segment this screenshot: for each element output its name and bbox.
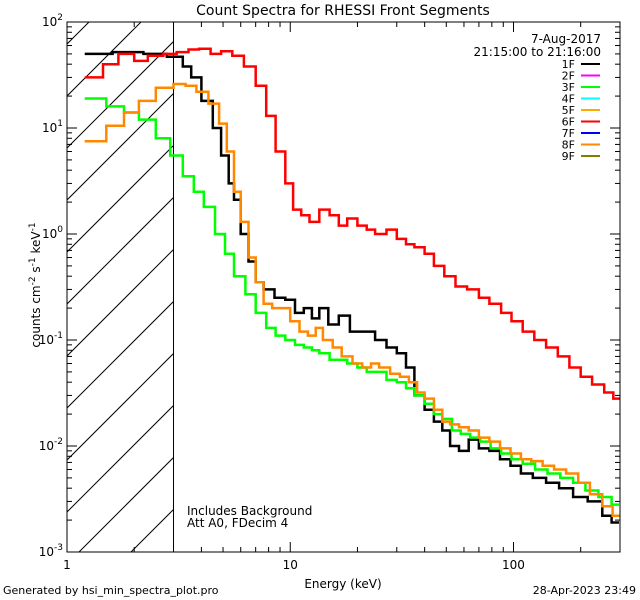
legend-label: 8F — [562, 139, 575, 152]
background-hatch-region — [67, 22, 174, 552]
y-tick-label: 100 — [42, 225, 63, 241]
y-tick-label: 10-3 — [39, 543, 63, 559]
time-range-label: 21:15:00 to 21:16:00 — [474, 45, 601, 59]
annotation-background: Includes Background — [187, 504, 312, 518]
hatch-line — [78, 456, 174, 552]
legend-label: 4F — [562, 93, 575, 106]
hatch-line — [67, 40, 174, 149]
legend-label: 6F — [562, 116, 575, 129]
y-tick-label: 102 — [42, 13, 63, 29]
chart-title: Count Spectra for RHESSI Front Segments — [196, 3, 490, 19]
x-tick-label: 100 — [502, 558, 525, 572]
legend-label: 9F — [562, 150, 575, 163]
footer-generator: Generated by hsi_min_spectra_plot.pro — [3, 584, 219, 597]
x-tick-label: 10 — [283, 558, 298, 572]
hatch-line — [67, 22, 142, 97]
legend-label: 3F — [562, 81, 575, 94]
footer-timestamp: 28-Apr-2023 23:49 — [533, 584, 636, 597]
hatch-line — [67, 196, 174, 305]
legend-label: 2F — [562, 70, 575, 83]
legend-label: 1F — [562, 58, 575, 71]
series-line-6F — [84, 47, 620, 400]
series-line-1F — [84, 50, 619, 524]
x-tick-label: 1 — [63, 558, 71, 572]
x-axis-label: Energy (keV) — [304, 577, 381, 591]
y-axis-label: counts cm-2 s-1 keV-1 — [28, 222, 43, 347]
y-tick-label: 10-2 — [39, 437, 63, 453]
hatch-line — [67, 404, 174, 513]
y-tick-label: 101 — [42, 119, 63, 135]
legend-label: 5F — [562, 104, 575, 117]
annotation-attenuator: Att A0, FDecim 4 — [187, 516, 288, 530]
plot-frame — [66, 21, 621, 553]
date-label: 7-Aug-2017 — [531, 32, 601, 46]
series-line-8F — [84, 82, 620, 517]
series-layer — [84, 47, 620, 524]
axes-layer: 1 10 100 102 101 100 10-1 10-2 10-3 — [39, 13, 621, 572]
legend-label: 7F — [562, 127, 575, 140]
hatch-line — [67, 352, 174, 461]
y-tick-label: 10-1 — [39, 331, 63, 347]
hatch-line — [67, 248, 174, 357]
